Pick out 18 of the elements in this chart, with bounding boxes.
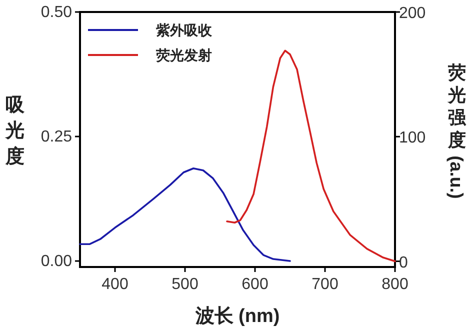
text: 荧光强度 (a.u.) bbox=[446, 62, 467, 199]
legend-label: 荧光发射 bbox=[155, 47, 212, 63]
legend-label: 紫外吸收 bbox=[155, 22, 213, 38]
x-tick-label: 800 bbox=[382, 276, 408, 293]
x-tick-label: 400 bbox=[102, 276, 128, 293]
y2-tick-label: 100 bbox=[399, 130, 426, 147]
x-axis-title: 波长 (nm) bbox=[194, 305, 280, 327]
y2-tick-label: 0 bbox=[399, 254, 408, 272]
line-series bbox=[79, 167, 291, 262]
y-tick-label: 0.50 bbox=[40, 4, 72, 21]
y2-tick-label: 200 bbox=[399, 5, 426, 22]
y-tick-label: 0.00 bbox=[40, 253, 72, 270]
x-tick-label: 500 bbox=[172, 276, 198, 293]
y-axis-title: 吸光度 bbox=[4, 95, 26, 168]
line-series bbox=[226, 50, 396, 262]
y-tick-label: 0.25 bbox=[40, 128, 72, 146]
x-tick-label: 600 bbox=[242, 276, 268, 293]
x-tick-label: 700 bbox=[312, 276, 338, 293]
